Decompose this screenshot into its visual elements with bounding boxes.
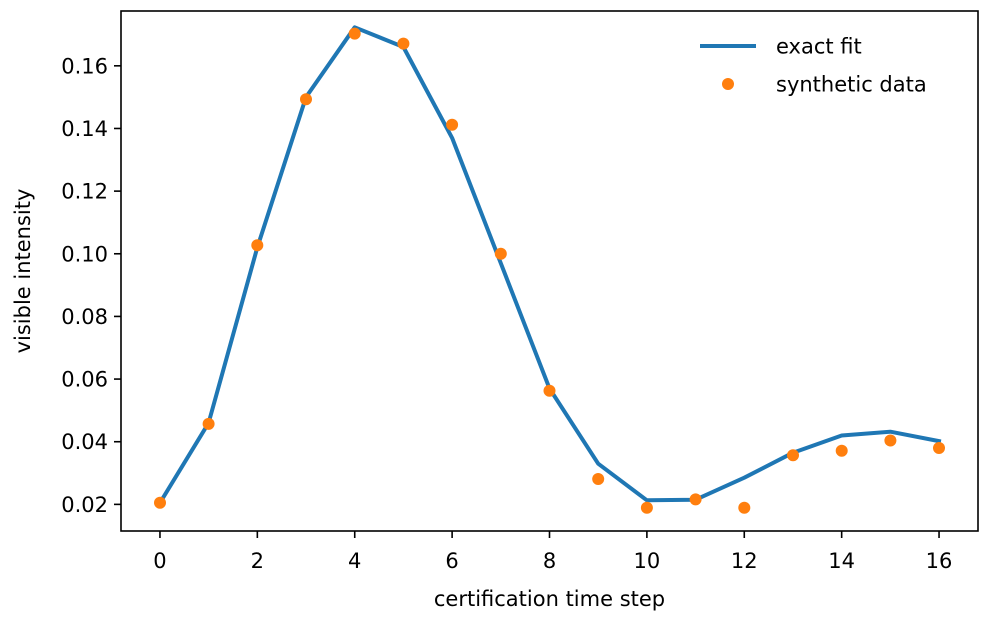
data-point-4: [348, 27, 361, 40]
legend: exact fit synthetic data: [700, 35, 927, 97]
x-tick-label: 4: [348, 549, 361, 573]
x-tick-label: 0: [153, 549, 166, 573]
y-tick-label: 0.16: [61, 54, 108, 78]
x-tick-label: 10: [634, 549, 661, 573]
x-tick-label: 8: [543, 549, 556, 573]
x-tick-label: 14: [828, 549, 855, 573]
axes: 0 2 4 6 8 10 12 14 16 0.02 0.04 0.06 0.08 0.10 0.12 0.1…: [61, 10, 979, 573]
data-point-2: [251, 239, 264, 252]
data-point-14: [835, 444, 848, 457]
plot-area: [154, 25, 945, 514]
data-point-13: [787, 449, 799, 462]
data-point-1: [202, 417, 215, 430]
data-point-11: [689, 493, 702, 506]
y-tick-label: 0.08: [61, 305, 108, 329]
y-tick-label: 0.04: [61, 430, 108, 454]
data-point-3: [300, 93, 312, 106]
data-point-9: [592, 473, 605, 485]
data-point-8: [543, 384, 556, 397]
y-tick-label: 0.02: [61, 493, 108, 517]
y-tick-label: 0.14: [61, 117, 108, 141]
legend-label: exact fit: [776, 35, 862, 59]
data-point-6: [446, 118, 459, 131]
legend-swatch-synthetic-data: [722, 78, 734, 90]
legend-label: synthetic data: [776, 73, 927, 97]
x-tick-label: 2: [251, 549, 264, 573]
y-tick-label: 0.12: [61, 180, 108, 204]
data-point-10: [640, 501, 653, 514]
series-line-exact-fit: [157, 25, 942, 506]
x-tick-label: 6: [445, 549, 458, 573]
x-tick-label: 12: [731, 549, 758, 573]
data-point-12: [738, 501, 751, 514]
x-axis-label: certification time step: [434, 587, 665, 611]
data-point-5: [397, 37, 410, 50]
x-tick-label: 16: [926, 549, 953, 573]
y-axis-label: visible intensity: [11, 189, 35, 354]
data-point-16: [933, 442, 945, 454]
y-tick-label: 0.10: [61, 242, 108, 266]
data-point-7: [494, 247, 507, 260]
y-tick-label: 0.06: [61, 368, 108, 392]
data-point-15: [884, 434, 897, 447]
data-point-0: [154, 496, 166, 509]
